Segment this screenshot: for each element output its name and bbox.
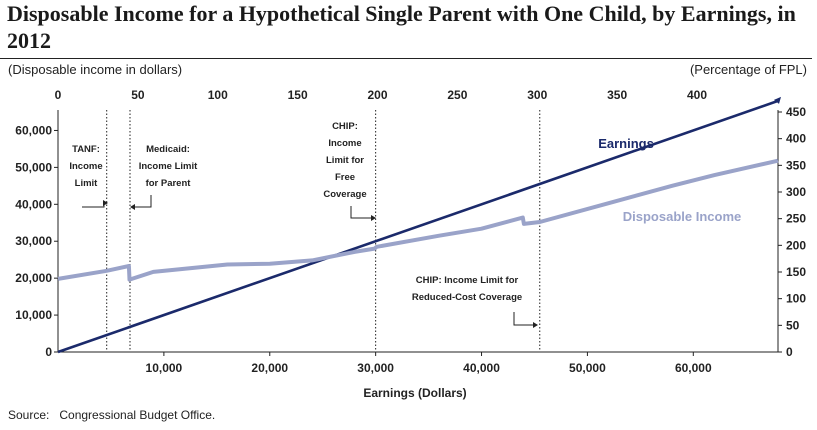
series-label-disposable-income: Disposable Income bbox=[623, 209, 741, 224]
x-tick-label: 20,000 bbox=[251, 361, 288, 375]
top-tick-label: 100 bbox=[208, 88, 228, 102]
source-note: Source: Congressional Budget Office. bbox=[8, 408, 215, 422]
annotation-text: Limit for bbox=[326, 155, 364, 166]
right-tick-label: 0 bbox=[786, 345, 793, 359]
annotation-text: Income bbox=[69, 161, 102, 172]
right-tick-label: 400 bbox=[786, 132, 806, 146]
annotation-text: Income Limit bbox=[139, 161, 198, 172]
chart-title: Disposable Income for a Hypothetical Sin… bbox=[7, 1, 796, 53]
annotation-text: Reduced-Cost Coverage bbox=[412, 292, 522, 303]
top-tick-label: 200 bbox=[367, 88, 387, 102]
x-tick-label: 30,000 bbox=[357, 361, 394, 375]
y-tick-label: 50,000 bbox=[15, 160, 52, 174]
y-tick-label: 20,000 bbox=[15, 271, 52, 285]
series-label-earnings: Earnings bbox=[598, 136, 654, 151]
annotation-arrowhead bbox=[130, 204, 135, 210]
annotation-text: for Parent bbox=[146, 178, 192, 189]
top-tick-label: 150 bbox=[288, 88, 308, 102]
annotation-text: CHIP: Income Limit for bbox=[416, 275, 519, 286]
right-tick-label: 150 bbox=[786, 265, 806, 279]
right-tick-label: 200 bbox=[786, 238, 806, 252]
right-axis-unit: (Percentage of FPL) bbox=[689, 62, 807, 77]
right-tick-label: 50 bbox=[786, 318, 800, 332]
top-tick-label: 400 bbox=[687, 88, 707, 102]
annotation-arrow bbox=[134, 195, 152, 208]
right-tick-label: 100 bbox=[786, 292, 806, 306]
annotation-text: Medicaid: bbox=[146, 144, 190, 155]
left-axis-unit: (Disposable income in dollars) bbox=[8, 62, 183, 77]
x-tick-label: 60,000 bbox=[675, 361, 712, 375]
earnings-end-marker bbox=[774, 96, 781, 104]
annotation-arrow bbox=[350, 206, 372, 219]
y-tick-label: 0 bbox=[45, 345, 52, 359]
x-tick-label: 10,000 bbox=[146, 361, 183, 375]
title-rule bbox=[0, 58, 812, 59]
source-text: Congressional Budget Office. bbox=[59, 408, 216, 422]
top-tick-label: 300 bbox=[527, 88, 547, 102]
y-tick-label: 10,000 bbox=[15, 308, 52, 322]
top-tick-label: 0 bbox=[55, 88, 62, 102]
annotation-arrow bbox=[513, 312, 534, 326]
annotation-text: Coverage bbox=[323, 189, 366, 200]
annotation-arrowhead bbox=[533, 322, 538, 328]
right-tick-label: 300 bbox=[786, 185, 806, 199]
right-tick-label: 450 bbox=[786, 105, 806, 119]
top-tick-label: 50 bbox=[131, 88, 145, 102]
annotation-arrowhead bbox=[371, 215, 376, 221]
annotation-arrow bbox=[82, 203, 105, 208]
top-tick-label: 350 bbox=[607, 88, 627, 102]
top-tick-label: 250 bbox=[447, 88, 467, 102]
series-line-disposable-income bbox=[57, 158, 779, 282]
y-tick-label: 40,000 bbox=[15, 197, 52, 211]
x-tick-label: 40,000 bbox=[463, 361, 500, 375]
right-tick-label: 250 bbox=[786, 212, 806, 226]
annotation-text: Income bbox=[328, 138, 361, 149]
annotation-arrowhead bbox=[103, 200, 108, 206]
annotation-text: Limit bbox=[75, 178, 99, 189]
annotation-text: Free bbox=[335, 172, 355, 183]
annotation-text: CHIP: bbox=[332, 121, 358, 132]
source-label: Source: bbox=[8, 408, 50, 422]
annotation-text: TANF: bbox=[72, 144, 100, 155]
series-line-earnings bbox=[57, 99, 779, 354]
x-axis-title: Earnings (Dollars) bbox=[363, 386, 466, 400]
right-tick-label: 350 bbox=[786, 158, 806, 172]
x-tick-label: 50,000 bbox=[569, 361, 606, 375]
y-tick-label: 60,000 bbox=[15, 123, 52, 137]
y-tick-label: 30,000 bbox=[15, 234, 52, 248]
